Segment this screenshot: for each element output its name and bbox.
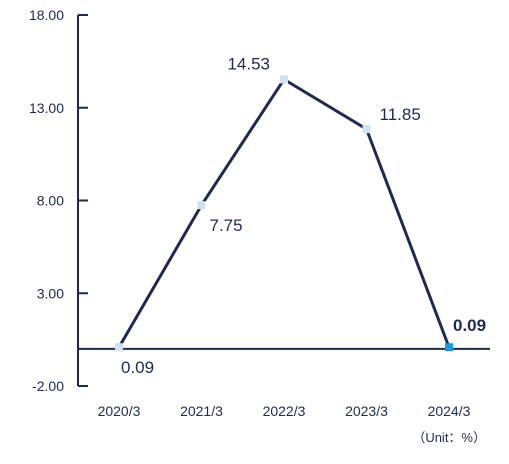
data-point-marker xyxy=(280,75,288,84)
x-tick-labels-layer: 2020/3 2021/3 2022/3 2023/3 2024/3 xyxy=(98,403,471,419)
x-tick-label: 2023/3 xyxy=(345,403,388,419)
unit-note: （Unit：%） xyxy=(412,430,486,445)
data-label-highlight: 0.09 xyxy=(453,316,486,335)
y-tick-label: 18.00 xyxy=(29,7,64,23)
axes-layer xyxy=(77,15,490,386)
y-ticks-layer: -2.00 3.00 8.00 13.00 18.00 xyxy=(29,7,88,394)
x-tick-label: 2020/3 xyxy=(98,403,141,419)
data-labels-layer: 0.09 7.75 14.53 11.85 0.09 xyxy=(121,54,486,377)
y-tick-label: -2.00 xyxy=(32,378,64,394)
x-tick-label: 2021/3 xyxy=(180,403,223,419)
data-label: 11.85 xyxy=(380,105,421,124)
data-point-marker xyxy=(362,125,371,134)
data-point-marker-highlight xyxy=(445,343,453,352)
y-tick-label: 8.00 xyxy=(37,193,64,209)
data-point-marker xyxy=(197,201,206,210)
data-label: 7.75 xyxy=(210,216,243,235)
markers-layer xyxy=(115,75,453,352)
y-tick-label: 13.00 xyxy=(29,100,64,116)
data-label: 0.09 xyxy=(121,358,154,377)
data-point-marker xyxy=(115,343,123,352)
x-tick-label: 2022/3 xyxy=(263,403,306,419)
data-label: 14.53 xyxy=(227,54,270,73)
y-tick-label: 3.00 xyxy=(37,285,64,301)
x-tick-label: 2024/3 xyxy=(428,403,471,419)
